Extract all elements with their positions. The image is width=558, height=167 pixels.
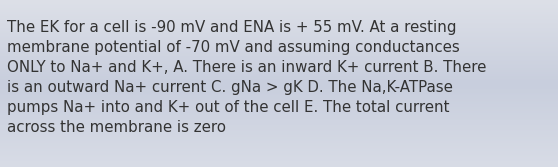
Text: The EK for a cell is -90 mV and ENA is + 55 mV. At a resting
membrane potential : The EK for a cell is -90 mV and ENA is +… xyxy=(7,20,487,135)
